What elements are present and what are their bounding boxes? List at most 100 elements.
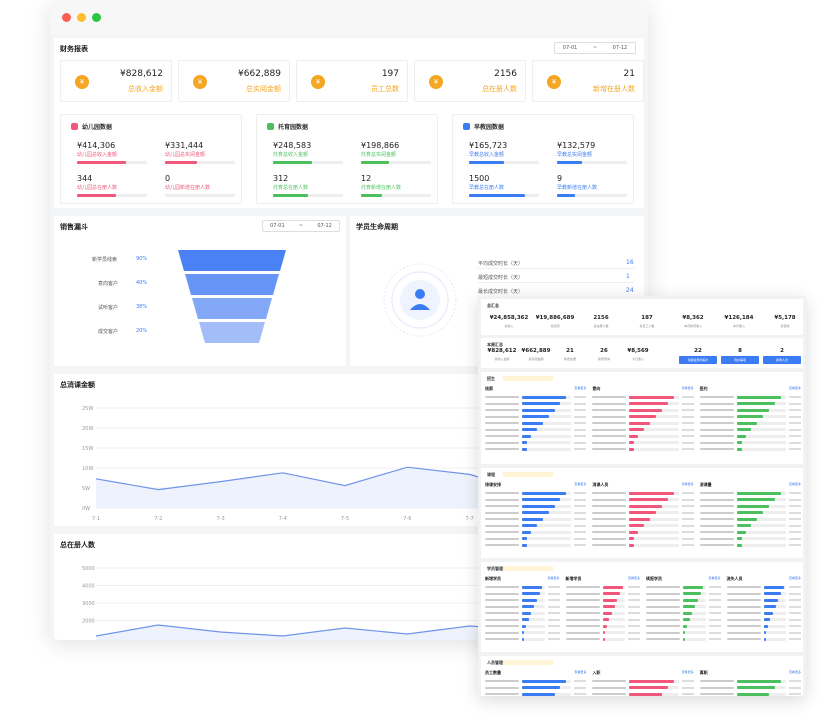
row-bar-fill (763, 598, 779, 602)
row-bar-fill (629, 692, 662, 696)
funnel-stage-label: 试听客户 (98, 305, 119, 311)
row-label-placeholder (592, 505, 627, 508)
row-bar-fill (522, 524, 537, 528)
finance-date-range[interactable]: 07-01 ~ 07-12 (554, 42, 636, 54)
view-more-link[interactable]: 查看更多 (681, 670, 694, 674)
row-label-placeholder (699, 693, 734, 696)
week-action-button[interactable]: 新聘人员 (763, 356, 801, 364)
overlay-row (565, 610, 640, 617)
row-label-placeholder (699, 441, 734, 444)
funnel-stage-pct: 40% (136, 280, 148, 286)
row-bar (522, 402, 572, 406)
finance-card-label: 员工总数 (371, 85, 399, 93)
row-bar-fill (522, 408, 555, 412)
row-bar-fill (522, 447, 527, 451)
view-more-link[interactable]: 查看更多 (708, 576, 721, 580)
overlay-column-title: 入职 (592, 670, 601, 675)
row-value-placeholder (708, 592, 721, 595)
row-bar (736, 686, 786, 690)
row-bar (736, 511, 786, 515)
view-more-link[interactable]: 查看更多 (627, 576, 640, 580)
school-card-header: 托育园数据 (267, 122, 308, 131)
row-label-placeholder (592, 537, 627, 540)
row-bar (522, 637, 545, 641)
school-stat-bar-fill (273, 194, 308, 197)
finance-card-value: ¥828,612 (120, 69, 163, 79)
overlay-row (592, 542, 694, 549)
row-label-placeholder (592, 498, 627, 501)
row-value-placeholder (574, 402, 587, 405)
row-bar-fill (602, 585, 623, 589)
row-value-placeholder (788, 693, 801, 696)
row-bar (602, 585, 625, 589)
overlay-row (485, 427, 587, 434)
minimize-window-button[interactable] (77, 12, 86, 22)
row-value-placeholder (681, 435, 694, 438)
row-value-placeholder (574, 680, 587, 683)
view-more-link[interactable]: 查看更多 (574, 482, 587, 486)
row-value-placeholder (547, 631, 560, 634)
school-stat-value: ¥248,583 (273, 141, 312, 150)
school-stat-bar-fill (77, 161, 126, 164)
school-stat-value: ¥331,444 (165, 141, 204, 150)
row-bar (736, 543, 786, 547)
row-label-placeholder (646, 586, 680, 589)
row-value-placeholder (788, 441, 801, 444)
overlay-row (485, 536, 587, 543)
funnel-date-range[interactable]: 07-01 ~ 07-12 (262, 220, 340, 232)
row-bar (763, 611, 786, 615)
maximize-window-button[interactable] (92, 12, 101, 22)
school-stat-value: ¥198,866 (361, 141, 400, 150)
row-bar (736, 402, 786, 406)
view-more-link[interactable]: 查看更多 (681, 482, 694, 486)
row-bar (736, 537, 786, 541)
view-more-link[interactable]: 查看更多 (574, 386, 587, 390)
row-label-placeholder (485, 518, 519, 521)
overlay-row (565, 617, 640, 624)
row-bar (736, 498, 786, 502)
overlay-row (565, 623, 640, 630)
view-more-link[interactable]: 查看更多 (574, 670, 587, 674)
week-action-button[interactable]: 待跟进意向客户 (679, 356, 717, 364)
view-more-link[interactable]: 查看更多 (788, 670, 801, 674)
overlay-column-header: 排课安排 查看更多 (485, 482, 586, 490)
row-bar-fill (736, 679, 782, 683)
row-label-placeholder (726, 586, 761, 589)
row-value-placeholder (574, 524, 587, 527)
overlay-row (592, 490, 694, 497)
view-more-link[interactable]: 查看更多 (788, 482, 801, 486)
row-value-placeholder (574, 396, 587, 399)
row-bar (629, 408, 679, 412)
overlay-row (699, 536, 801, 543)
row-label-placeholder (485, 441, 519, 444)
row-label-placeholder (646, 618, 680, 621)
row-bar (629, 543, 679, 547)
close-window-button[interactable] (62, 12, 71, 22)
view-more-link[interactable]: 查看更多 (788, 386, 801, 390)
row-bar-fill (522, 504, 555, 508)
view-more-link[interactable]: 查看更多 (788, 576, 801, 580)
overlay-row (592, 523, 694, 530)
row-bar-fill (629, 517, 651, 521)
row-bar-fill (629, 537, 635, 541)
row-bar (522, 598, 545, 602)
row-bar (683, 605, 706, 609)
school-stat-value: 9 (557, 174, 563, 183)
school-stat-bar (165, 194, 235, 197)
school-card-title: 早教园数据 (474, 124, 505, 131)
overlay-column-header: 员工数量 查看更多 (485, 670, 586, 678)
row-label-placeholder (726, 631, 761, 634)
row-bar-fill (629, 679, 674, 683)
row-bar-fill (602, 592, 621, 596)
row-bar (522, 517, 572, 521)
week-action-button[interactable]: 待办事项 (721, 356, 759, 364)
view-more-link[interactable]: 查看更多 (547, 576, 560, 580)
row-bar-fill (522, 395, 567, 399)
overlay-column: 新增学员 查看更多 (565, 576, 640, 643)
school-card-header: 幼儿园数据 (71, 122, 112, 131)
row-value-placeholder (789, 631, 801, 634)
view-more-link[interactable]: 查看更多 (681, 386, 694, 390)
row-bar (522, 524, 572, 528)
row-value-placeholder (788, 396, 801, 399)
row-bar (736, 428, 786, 432)
